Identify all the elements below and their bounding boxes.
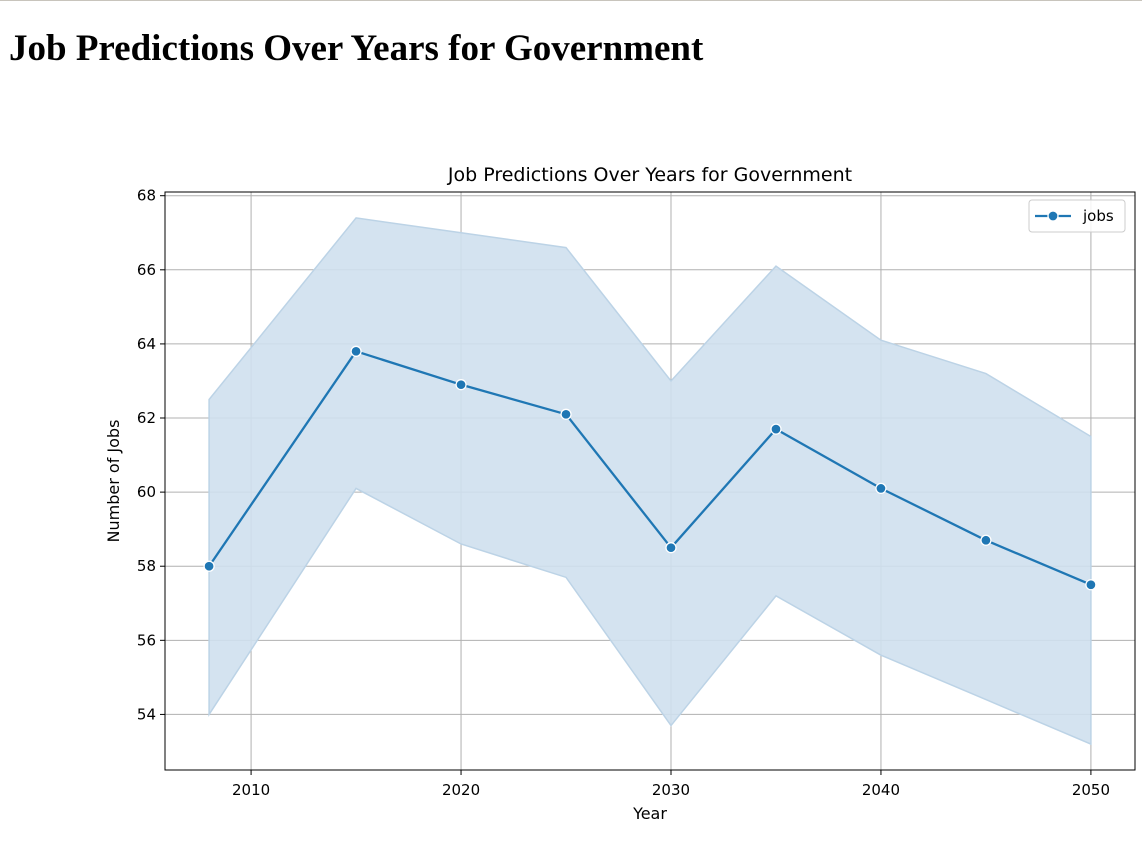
y-tick-label: 58 (137, 557, 156, 575)
data-point (980, 534, 992, 546)
y-tick-label: 68 (137, 187, 156, 205)
tick-layer: 2010 2020 2030 2040 2050 54 56 58 60 62 64 66 68 (137, 187, 1110, 799)
series-marker-layer (203, 345, 1097, 591)
plot-frame (164, 191, 1136, 771)
legend-marker-swatch (1047, 210, 1059, 222)
y-axis-label: Number of Jobs (104, 420, 123, 543)
data-point (665, 542, 677, 554)
page-title: Job Predictions Over Years for Governmen… (9, 28, 704, 69)
x-tick-label: 2020 (442, 781, 480, 799)
x-tick-label: 2030 (652, 781, 690, 799)
data-point (770, 423, 782, 435)
y-tick-label: 66 (137, 261, 156, 279)
top-border-line (0, 0, 1142, 1)
confidence-band-layer (208, 217, 1092, 746)
data-point (875, 482, 887, 495)
x-axis-label: Year (632, 804, 667, 823)
y-tick-label: 54 (137, 705, 156, 723)
confidence-band (208, 217, 1092, 746)
x-tick-label: 2050 (1072, 781, 1110, 799)
y-tick-label: 56 (137, 631, 156, 649)
data-point (203, 560, 215, 572)
x-tick-label: 2040 (862, 781, 900, 799)
data-point (560, 408, 572, 420)
chart-title: Job Predictions Over Years for Governmen… (447, 164, 852, 186)
legend-label-jobs: jobs (1082, 207, 1114, 225)
legend: jobs (1028, 199, 1126, 233)
y-tick-label: 62 (137, 409, 156, 427)
x-tick-label: 2010 (232, 781, 270, 799)
y-tick-label: 60 (137, 483, 156, 501)
data-point (1085, 579, 1097, 591)
data-point (455, 379, 467, 391)
legend-box (1028, 199, 1126, 233)
y-tick-label: 64 (137, 335, 156, 353)
data-point (350, 345, 362, 357)
